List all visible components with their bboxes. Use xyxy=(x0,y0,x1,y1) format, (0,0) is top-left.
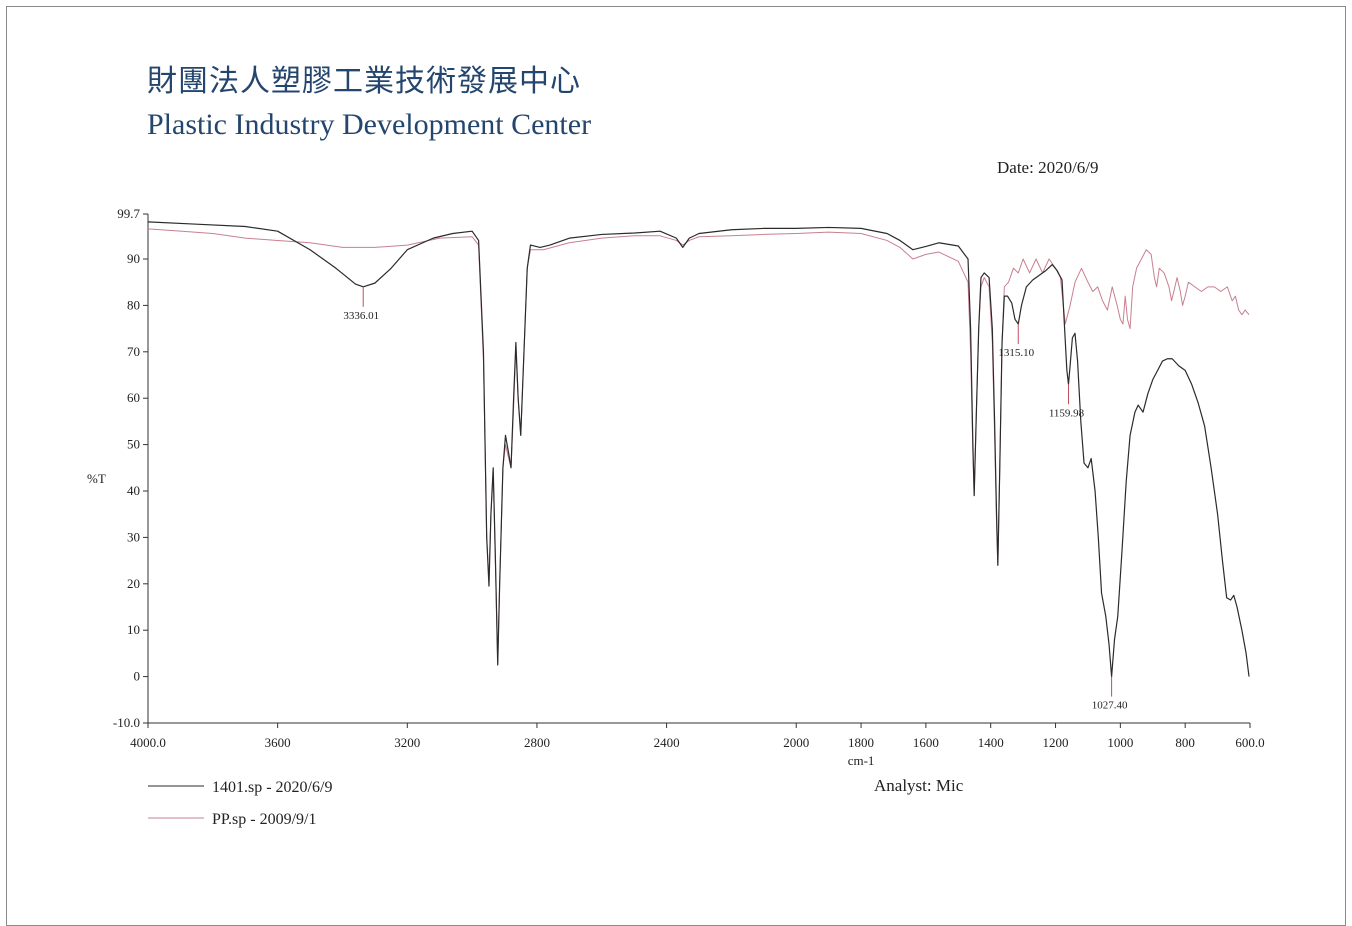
spectrum-series-1 xyxy=(147,221,1250,678)
y-tick-label: 60 xyxy=(127,390,140,405)
x-tick-label: 800 xyxy=(1175,735,1195,750)
y-tick-label: 40 xyxy=(127,483,140,498)
y-tick-label: 0 xyxy=(134,669,141,684)
peak-label: 1315.10 xyxy=(998,347,1034,359)
x-tick-label: 1200 xyxy=(1043,735,1069,750)
x-tick-label: 4000.0 xyxy=(130,735,166,750)
x-tick-label: 2000 xyxy=(783,735,809,750)
x-axis-label: cm-1 xyxy=(848,753,875,768)
x-tick-label: 1400 xyxy=(978,735,1004,750)
ir-spectrum-chart: 4000.0 3600 3200 2800 2400 2000 1800 1600 1400 12… xyxy=(87,206,1265,828)
x-tick-label: 3200 xyxy=(394,735,420,750)
peak-label: 3336.01 xyxy=(343,310,379,322)
peak-label: 1159.98 xyxy=(1049,407,1085,419)
peak-annotations: 3336.01 1315.10 1159.98 1027.40 xyxy=(343,286,1128,712)
legend-label: PP.sp - 2009/9/1 xyxy=(212,811,316,828)
y-tick-label: 30 xyxy=(127,529,140,544)
chart-series-layer xyxy=(147,221,1250,678)
y-tick-label: 99.7 xyxy=(117,206,140,221)
chart-legend: 1401.sp - 2020/6/9 PP.sp - 2009/9/1 xyxy=(148,779,332,828)
x-tick-label: 2400 xyxy=(654,735,680,750)
y-tick-label: 20 xyxy=(127,576,140,591)
y-tick-label: 50 xyxy=(127,437,140,452)
y-tick-label: 90 xyxy=(127,251,140,266)
x-tick-label: 1000 xyxy=(1107,735,1133,750)
y-tick-label: 70 xyxy=(127,344,140,359)
organization-name-english: Plastic Industry Development Center xyxy=(147,108,592,141)
x-tick-label: 600.0 xyxy=(1235,735,1264,750)
x-tick-label: 2800 xyxy=(524,735,550,750)
y-tick-label: 10 xyxy=(127,622,140,637)
x-tick-label: 3600 xyxy=(265,735,291,750)
legend-label: 1401.sp - 2020/6/9 xyxy=(212,779,332,796)
x-tick-label: 1800 xyxy=(848,735,874,750)
y-tick-label: -10.0 xyxy=(113,715,140,730)
y-tick-label: 80 xyxy=(127,297,140,312)
y-axis-label: %T xyxy=(87,471,106,486)
x-tick-label: 1600 xyxy=(913,735,939,750)
peak-label: 1027.40 xyxy=(1092,700,1128,712)
spectrum-series-2 xyxy=(147,228,1250,664)
chart-axes: 4000.0 3600 3200 2800 2400 2000 1800 1600 1400 12… xyxy=(113,206,1265,750)
report-date: Date: 2020/6/9 xyxy=(997,158,1099,177)
analyst-name: Analyst: Mic xyxy=(874,776,964,795)
organization-name-chinese: 財團法人塑膠工業技術發展中心 xyxy=(147,64,581,99)
